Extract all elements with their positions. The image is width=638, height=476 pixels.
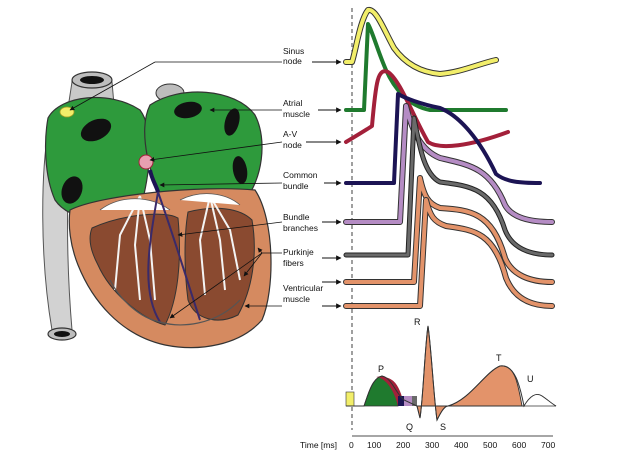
label-ventricular-muscle-line1: Ventricular xyxy=(283,283,323,293)
trace-atrial-muscle xyxy=(344,22,508,112)
ecg-u-wave xyxy=(523,394,557,407)
tick-500: 500 xyxy=(483,440,497,450)
trace-ventricular-muscle-lower xyxy=(344,198,554,308)
ecg-label-p: P xyxy=(378,364,384,374)
tick-100: 100 xyxy=(367,440,381,450)
tick-400: 400 xyxy=(454,440,468,450)
tick-200: 200 xyxy=(396,440,410,450)
label-purkinje-fibers-line2: fibers xyxy=(283,258,304,268)
trace-ventricular-muscle-upper xyxy=(344,176,554,284)
tick-0: 0 xyxy=(349,440,354,450)
ecg-trace: P Q R S T U xyxy=(345,317,557,432)
tick-700: 700 xyxy=(541,440,555,450)
ecg-sinus-segment xyxy=(345,391,355,407)
label-sinus-node-line2: node xyxy=(283,56,302,66)
label-purkinje-fibers-line1: Purkinje xyxy=(283,247,314,257)
time-axis: Time [ms] 0 100 200 300 400 500 600 700 xyxy=(300,435,555,450)
label-atrial-muscle-line2: muscle xyxy=(283,109,310,119)
label-atrial-muscle-line1: Atrial xyxy=(283,98,302,108)
ecg-bundle-segment xyxy=(404,396,412,406)
trace-av-node xyxy=(344,69,510,149)
label-av-node-line2: node xyxy=(283,140,302,150)
right-ventricle-cavity xyxy=(89,213,180,326)
left-ventricle-cavity xyxy=(184,207,255,321)
ecg-label-r: R xyxy=(414,317,421,327)
label-bundle-branches-line2: branches xyxy=(283,223,318,233)
av-node xyxy=(138,154,154,170)
action-potential-traces xyxy=(343,7,555,309)
time-axis-label: Time [ms] xyxy=(300,440,337,450)
tick-600: 600 xyxy=(512,440,526,450)
label-sinus-node-line1: Sinus xyxy=(283,46,304,56)
heart-illustration xyxy=(42,71,272,349)
label-common-bundle-line2: bundle xyxy=(283,181,309,191)
ecg-purkinje-segment xyxy=(412,396,417,406)
trace-purkinje-fibers xyxy=(344,116,554,257)
label-common-bundle-line1: Common xyxy=(283,170,318,180)
label-av-node-line1: A-V xyxy=(283,129,298,139)
trace-common-bundle xyxy=(344,92,542,185)
bundle-branch-path xyxy=(147,191,201,323)
ecg-av-segment xyxy=(398,396,404,406)
purkinje-path xyxy=(109,279,241,326)
trace-bundle-branches xyxy=(344,104,554,224)
tick-300: 300 xyxy=(425,440,439,450)
label-ventricular-muscle-line2: muscle xyxy=(283,294,310,304)
ecg-label-t: T xyxy=(496,353,502,363)
ecg-label-q: Q xyxy=(406,422,413,432)
ecg-label-u: U xyxy=(527,374,534,384)
common-bundle-path xyxy=(148,169,160,193)
label-bundle-branches-line1: Bundle xyxy=(283,212,310,222)
ecg-qrs-t-complex xyxy=(416,325,525,422)
structure-labels: Sinus node Atrial muscle A-V node Common… xyxy=(69,46,342,319)
ecg-label-s: S xyxy=(440,422,446,432)
